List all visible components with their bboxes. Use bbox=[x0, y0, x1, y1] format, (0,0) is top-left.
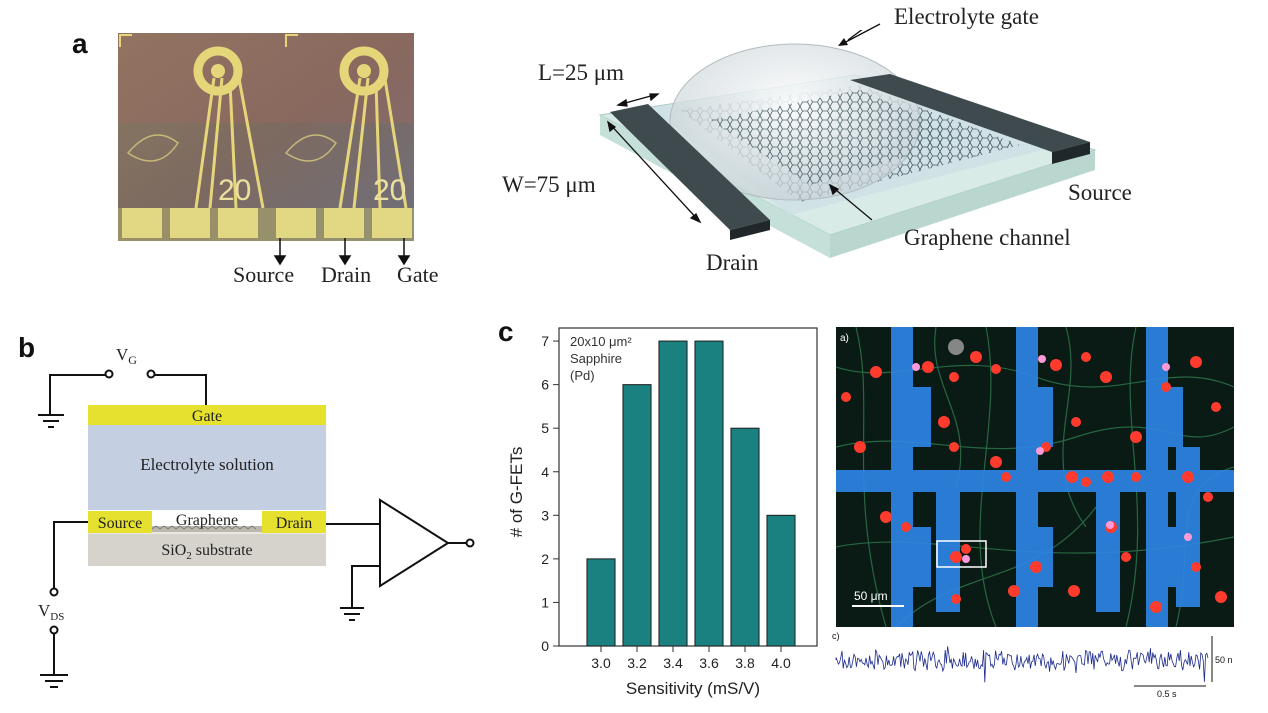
device-number-right: 20 bbox=[373, 174, 406, 207]
trace-scale-y: 50 n bbox=[1215, 655, 1233, 665]
panel-label-a: a bbox=[72, 28, 88, 59]
x-tick-label: 3.6 bbox=[699, 655, 719, 671]
label-electrolyte-gate: Electrolyte gate bbox=[894, 4, 1039, 29]
drain-pad bbox=[262, 511, 326, 533]
bar-3.2 bbox=[622, 384, 652, 647]
y-tick-label: 7 bbox=[541, 333, 549, 349]
y-tick-label: 2 bbox=[541, 551, 549, 567]
x-tick-label: 3.4 bbox=[663, 655, 683, 671]
photo-label-source: Source bbox=[233, 262, 295, 287]
y-tick-label: 0 bbox=[541, 638, 549, 654]
y-axis-label: # of G-FETs bbox=[507, 447, 526, 538]
substrate-layer bbox=[88, 534, 326, 566]
x-tick-label: 3.8 bbox=[735, 655, 755, 671]
device-schematic bbox=[598, 30, 1097, 258]
chart-annotation-line-2: Sapphire bbox=[570, 351, 622, 366]
label-graphene-channel: Graphene channel bbox=[904, 225, 1071, 250]
x-axis-label: Sensitivity (mS/V) bbox=[626, 679, 760, 698]
x-tick-label: 3.0 bbox=[591, 655, 611, 671]
label-width: W=75 μm bbox=[502, 172, 596, 197]
bar-4.0 bbox=[766, 514, 796, 647]
vg-label: VG bbox=[116, 345, 137, 367]
bar-3.8 bbox=[730, 427, 760, 647]
electrolyte-layer bbox=[88, 425, 326, 510]
x-tick-label: 4.0 bbox=[771, 655, 791, 671]
selection-box bbox=[936, 540, 987, 568]
chart-annotation-line-1: 20x10 μm² bbox=[570, 334, 632, 349]
x-tick-label: 3.2 bbox=[627, 655, 647, 671]
voltage-trace: c) 50 n 0.5 s bbox=[832, 631, 1233, 699]
bar-chart: 0 1 2 3 4 5 6 7 3.0 3.2 3.4 3.6 3.8 4.0 20x10 μm² Sa… bbox=[507, 327, 818, 698]
bar-3.4 bbox=[658, 340, 688, 647]
circuit-schematic: VG Gate Electrolyte solution Source Grap… bbox=[38, 345, 475, 688]
graphene-label: Graphene bbox=[176, 512, 238, 529]
y-tick-label: 5 bbox=[541, 420, 549, 436]
label-length: L=25 μm bbox=[538, 60, 624, 85]
electrolyte-label: Electrolyte solution bbox=[140, 455, 274, 474]
gate-layer bbox=[88, 405, 326, 425]
photo-label-gate: Gate bbox=[397, 262, 439, 287]
gate-arrow bbox=[838, 23, 881, 46]
drain-label: Drain bbox=[276, 515, 312, 532]
photo-arrows bbox=[273, 238, 411, 266]
source-label: Source bbox=[98, 515, 142, 532]
bar-3.0 bbox=[586, 558, 616, 647]
label-drain-3d: Drain bbox=[706, 250, 759, 275]
fluorescence-micrograph: 50 μm a) bbox=[836, 327, 1234, 627]
vds-label: VDS bbox=[38, 601, 64, 623]
y-tick-label: 1 bbox=[541, 594, 549, 610]
bar-3.6 bbox=[694, 340, 724, 647]
photo-label-drain: Drain bbox=[321, 262, 372, 287]
micrograph-label-a: a) bbox=[840, 333, 849, 344]
gate-label: Gate bbox=[192, 408, 222, 425]
panel-label-b: b bbox=[18, 332, 36, 363]
source-pad bbox=[88, 511, 152, 533]
chart-annotation-line-3: (Pd) bbox=[570, 368, 595, 383]
drain-electrode bbox=[610, 104, 770, 230]
source-electrode bbox=[850, 74, 1090, 152]
y-tick-label: 6 bbox=[541, 377, 549, 393]
label-source-3d: Source bbox=[1068, 180, 1132, 205]
substrate-label: SiO2 substrate bbox=[161, 542, 252, 562]
panel-label-c: c bbox=[498, 316, 514, 347]
trace-scale-x: 0.5 s bbox=[1157, 689, 1177, 699]
device-photo: 20 20 bbox=[118, 33, 414, 241]
y-tick-label: 3 bbox=[541, 507, 549, 523]
scale-bar-label: 50 μm bbox=[854, 589, 888, 603]
device-number-left: 20 bbox=[218, 174, 251, 207]
y-tick-label: 4 bbox=[541, 464, 549, 480]
trace-label-c: c) bbox=[832, 631, 840, 641]
